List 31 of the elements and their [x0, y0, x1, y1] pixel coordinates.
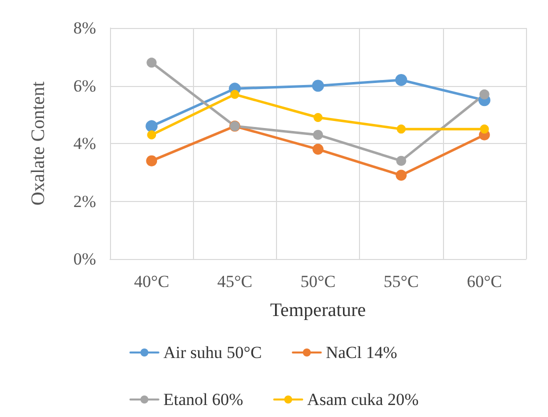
point	[479, 89, 490, 100]
point	[395, 74, 408, 86]
legend-label: NaCl 14%	[326, 343, 398, 362]
point	[146, 58, 157, 68]
point	[396, 124, 406, 134]
point	[146, 120, 158, 132]
x-tick-label: 60°C	[466, 272, 502, 291]
x-tick-label: 45°C	[217, 272, 252, 291]
legend-label: Asam cuka 20%	[307, 390, 419, 409]
point	[314, 113, 322, 122]
point	[146, 155, 158, 166]
legend-label: Etanol 60%	[163, 390, 244, 409]
point	[230, 90, 240, 99]
x-tick-label: 40°C	[134, 272, 170, 291]
point	[396, 170, 407, 181]
point	[147, 130, 156, 140]
point	[312, 144, 324, 155]
y-tick-label: 0%	[73, 250, 96, 268]
y-axis-title: Oxalate Content	[28, 80, 49, 206]
y-tick-label: 8%	[73, 18, 96, 38]
x-tick-label: 50°C	[300, 272, 336, 291]
point	[396, 156, 406, 166]
x-axis-title: Temperature	[270, 300, 366, 321]
y-tick-label: 2%	[73, 192, 96, 211]
y-tick-label: 6%	[73, 76, 96, 96]
legend-label: Air suhu 50°C	[163, 343, 262, 362]
point	[313, 130, 323, 140]
x-tick-label: 55°C	[384, 272, 419, 291]
y-tick-label: 4%	[73, 134, 96, 153]
point	[480, 124, 489, 134]
point	[312, 80, 324, 92]
